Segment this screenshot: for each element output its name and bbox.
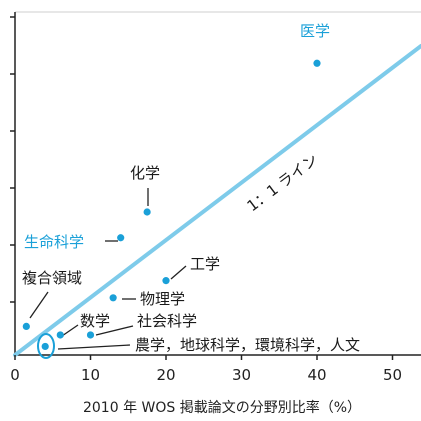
x-tick-label: 40 bbox=[307, 366, 326, 384]
point-label: 複合領域 bbox=[22, 269, 82, 287]
data-points bbox=[22, 59, 321, 359]
reference-line bbox=[13, 44, 421, 357]
data-point bbox=[117, 234, 125, 242]
point-label: 医学 bbox=[300, 22, 330, 40]
point-label: 工学 bbox=[190, 255, 220, 273]
annotation-connectors bbox=[29, 188, 187, 350]
x-tick-label: 30 bbox=[232, 366, 251, 384]
label-connector bbox=[95, 325, 134, 336]
x-axis-label: 2010 年 WOS 掲載論文の分野別比率（%） bbox=[83, 399, 361, 416]
x-tick-label: 0 bbox=[10, 366, 20, 384]
data-point bbox=[86, 331, 95, 339]
data-point bbox=[22, 322, 30, 330]
point-label: 数学 bbox=[80, 312, 110, 330]
point-label: 生命科学 bbox=[24, 233, 84, 251]
label-connector bbox=[57, 344, 131, 350]
point-label: 化学 bbox=[130, 164, 160, 182]
data-point bbox=[313, 59, 321, 67]
label-connector bbox=[29, 291, 49, 319]
x-axis-ticks: 0 10 20 30 40 50 bbox=[10, 355, 402, 384]
data-point bbox=[143, 208, 151, 216]
label-connector bbox=[61, 324, 79, 337]
x-tick-label: 20 bbox=[156, 366, 175, 384]
data-point bbox=[109, 294, 117, 302]
cluster-ellipse bbox=[37, 333, 55, 359]
plot-border bbox=[10, 11, 421, 356]
point-label: 社会科学 bbox=[137, 312, 197, 330]
data-point bbox=[41, 342, 49, 351]
x-tick-label: 50 bbox=[383, 366, 402, 384]
point-label: 物理学 bbox=[140, 290, 185, 308]
data-point bbox=[162, 277, 170, 285]
x-tick-label: 10 bbox=[81, 366, 100, 384]
point-label: 農学，地球科学，環境科学，人文 bbox=[135, 336, 360, 354]
label-connector bbox=[170, 265, 187, 280]
data-point bbox=[56, 331, 64, 339]
